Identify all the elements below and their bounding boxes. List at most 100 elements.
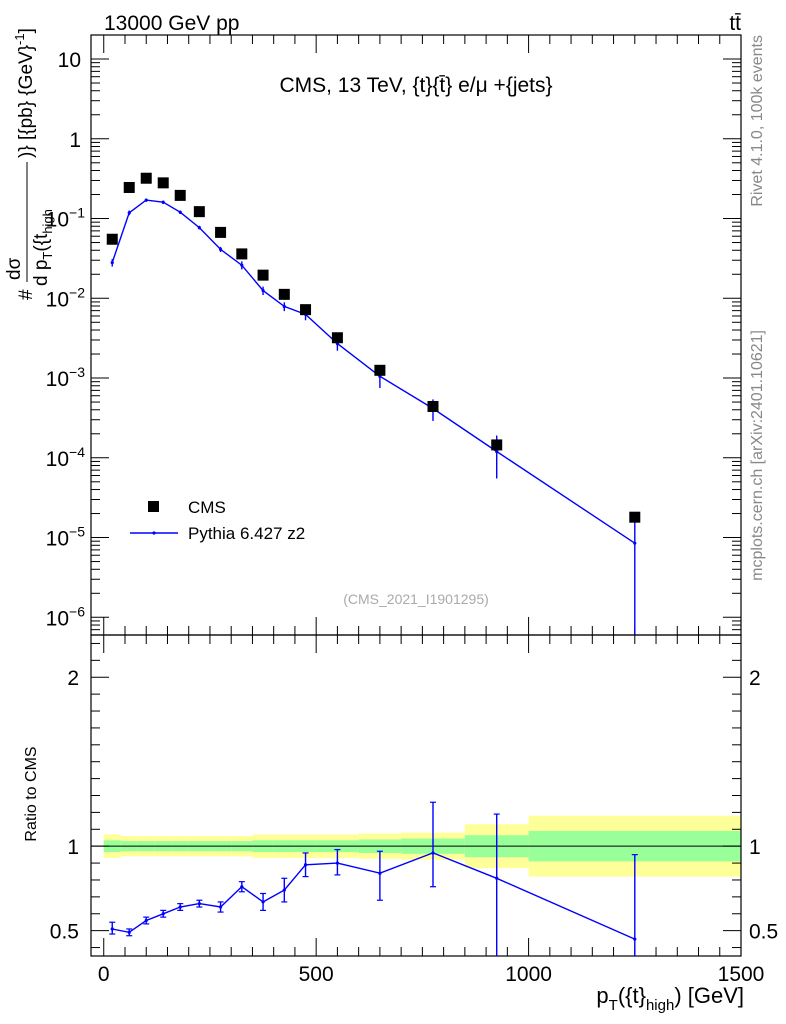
cms-point bbox=[427, 400, 439, 412]
cms-point bbox=[491, 439, 503, 451]
xlabel-p: p bbox=[596, 983, 608, 1008]
ratio-y-tick-label: 1 bbox=[67, 836, 79, 859]
ylabel-units: )} [{pb} {GeV} bbox=[16, 45, 37, 158]
xlabel: pT({t}high) [GeV] bbox=[596, 983, 744, 1014]
xlabel-sub2: high bbox=[646, 997, 674, 1014]
cms-point bbox=[629, 511, 641, 523]
ylabel-den-sub2: high bbox=[40, 209, 55, 234]
svg-text:)} [{pb} {GeV}-1]: )} [{pb} {GeV}-1] bbox=[12, 28, 37, 158]
svg-text:d pT({thigh: d pT({thigh bbox=[31, 209, 55, 286]
ratio-panel bbox=[90, 634, 742, 957]
ylabel-den-sub: T bbox=[40, 252, 55, 260]
legend-pythia-label: Pythia 6.427 z2 bbox=[188, 524, 305, 543]
main-frame-box bbox=[90, 34, 742, 636]
ratio-point bbox=[178, 905, 182, 909]
header-left: 13000 GeV pp bbox=[104, 12, 239, 35]
pythia-point bbox=[495, 449, 499, 454]
ratio-uncertainty-bands bbox=[91, 815, 741, 877]
y-tick-label: 10−6 bbox=[46, 603, 86, 630]
ratio-point bbox=[633, 937, 637, 941]
header-right: tt̄ bbox=[729, 12, 741, 35]
ratio-point bbox=[495, 876, 499, 880]
cms-point bbox=[257, 269, 269, 281]
legend-pythia-dot bbox=[152, 531, 156, 535]
cms-point bbox=[123, 181, 135, 193]
mcplots-label: mcplots.cern.ch [arXiv:2401.10621] bbox=[749, 330, 766, 581]
main-ylabel: # dσ d pT({thigh )} [{pb} {GeV}-1] bbox=[4, 28, 55, 300]
cms-point bbox=[215, 226, 227, 238]
cms-point bbox=[278, 288, 290, 300]
pythia-point bbox=[240, 263, 244, 267]
pythia-point bbox=[127, 211, 131, 215]
pythia-point bbox=[178, 210, 182, 214]
ylabel-num: dσ bbox=[4, 257, 25, 280]
pythia-point bbox=[218, 247, 223, 252]
ylabel-hash: # bbox=[16, 289, 37, 300]
cms-point bbox=[174, 189, 186, 201]
ratio-line bbox=[112, 852, 636, 940]
ratio-point bbox=[240, 885, 244, 889]
ratio-point bbox=[127, 930, 131, 934]
y-tick-label: 10−2 bbox=[46, 284, 86, 311]
x-tick-label: 1000 bbox=[505, 963, 552, 986]
cms-point bbox=[331, 332, 343, 344]
ratio-axis-ticks: 0.5 0.5 1 1 2 2 0 500 1000 1500 bbox=[50, 635, 778, 986]
pythia-point bbox=[197, 225, 201, 230]
ratio-point bbox=[378, 871, 382, 875]
ratio-point bbox=[431, 851, 435, 855]
ratio-point bbox=[282, 888, 286, 892]
legend-cms-label: CMS bbox=[188, 498, 226, 517]
pythia-line bbox=[111, 199, 636, 544]
main-panel bbox=[90, 34, 742, 636]
cms-point bbox=[140, 172, 152, 184]
y-tick-label: 10 bbox=[58, 49, 81, 72]
x-tick-label: 1500 bbox=[718, 963, 765, 986]
ylabel-units-sup: -1 bbox=[12, 33, 27, 45]
ylabel-den-rest: ({t bbox=[31, 233, 52, 252]
x-tick-label: 0 bbox=[98, 963, 110, 986]
main-title: CMS, 13 TeV, {t}{t̄} e/μ +{jets} bbox=[279, 74, 552, 97]
ratio-frame-box bbox=[90, 634, 742, 957]
y-tick-label: 10−5 bbox=[46, 524, 86, 551]
ratio-ylabel: Ratio to CMS bbox=[23, 746, 40, 841]
ylabel-units-end: ] bbox=[16, 28, 37, 33]
ratio-point bbox=[161, 912, 165, 916]
ratio-y-tick-label-right: 0.5 bbox=[749, 921, 778, 944]
y-tick-label: 10−3 bbox=[46, 364, 86, 391]
cms-point bbox=[300, 304, 312, 316]
ratio-point bbox=[110, 927, 114, 931]
cms-point bbox=[236, 248, 248, 260]
y-tick-label: 10−4 bbox=[46, 444, 86, 471]
pythia-point bbox=[144, 198, 148, 202]
ratio-y-tick-label: 0.5 bbox=[50, 921, 79, 944]
xlabel-mid: ({t} bbox=[618, 983, 646, 1008]
pythia-point bbox=[633, 541, 637, 545]
svg-text:dσ: dσ bbox=[4, 257, 25, 280]
cms-point bbox=[106, 233, 118, 245]
ratio-y-tick-label-right: 1 bbox=[749, 836, 761, 859]
analysis-id: (CMS_2021_I1901295) bbox=[343, 591, 489, 607]
ratio-series bbox=[109, 801, 638, 956]
cms-point bbox=[193, 206, 205, 218]
ratio-point bbox=[303, 863, 308, 867]
main-series bbox=[106, 172, 641, 635]
pythia-point bbox=[282, 304, 286, 309]
cms-point bbox=[374, 364, 386, 376]
ratio-point bbox=[335, 861, 340, 865]
legend-cms-marker bbox=[148, 501, 159, 512]
y-tick-label: 1 bbox=[69, 129, 81, 152]
pythia-point bbox=[110, 261, 114, 265]
ratio-point bbox=[144, 918, 148, 923]
cms-point bbox=[157, 177, 169, 189]
ratio-y-tick-label: 2 bbox=[67, 667, 79, 690]
xlabel-sub: T bbox=[609, 997, 618, 1014]
ratio-point bbox=[197, 902, 201, 906]
y-tick-label: 10−1 bbox=[46, 205, 86, 232]
ratio-y-tick-label-right: 2 bbox=[749, 667, 761, 690]
svg-text:#: # bbox=[16, 289, 37, 300]
pythia-point bbox=[161, 200, 165, 204]
pythia-point bbox=[261, 288, 265, 293]
main-axis-ticks: 10 1 10−1 10−2 10−3 10−4 10−5 10−6 bbox=[46, 34, 742, 636]
ratio-point bbox=[261, 900, 265, 904]
